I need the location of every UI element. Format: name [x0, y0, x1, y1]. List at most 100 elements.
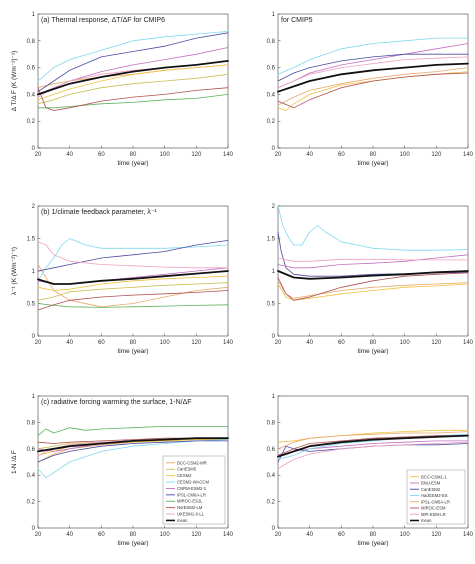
series-mean-line [277, 270, 469, 280]
x-tick-label: 140 [223, 340, 234, 346]
legend-entry: BNU-ESM [421, 481, 441, 486]
series-line [277, 231, 469, 277]
y-tick-label: 1.5 [27, 237, 36, 243]
x-tick-label: 140 [463, 152, 474, 158]
legend-entry: UKESM1-0-LL [177, 512, 205, 517]
x-tick-label: 80 [370, 152, 377, 158]
x-tick-label: 80 [130, 152, 137, 158]
x-axis-label: time (year) [117, 540, 148, 547]
series-line [277, 56, 469, 89]
legend-box [406, 469, 466, 525]
x-tick-label: 20 [275, 152, 282, 158]
x-tick-label: 40 [306, 340, 313, 346]
x-tick-label: 60 [338, 340, 345, 346]
x-tick-label: 20 [275, 532, 282, 538]
axes-frame [277, 205, 469, 337]
panel-title: (c) radiative forcing warming the surfac… [41, 399, 192, 406]
legend-entry: IPSL-CM5A-LR [421, 499, 450, 504]
y-tick-label: 0.5 [267, 302, 276, 308]
y-tick-label: 1.5 [267, 237, 276, 243]
y-tick-label: 1 [272, 12, 276, 18]
series-line [37, 275, 229, 291]
legend-entry: BCC-CSM2-MR [177, 460, 207, 465]
x-tick-label: 100 [400, 340, 411, 346]
series-line [277, 280, 469, 299]
x-tick-label: 80 [130, 532, 137, 538]
series-line [37, 238, 229, 282]
x-tick-label: 60 [338, 532, 345, 538]
y-tick-label: 0.8 [27, 420, 36, 426]
y-tick-label: 0.6 [27, 66, 36, 72]
series-mean-line [277, 62, 469, 93]
x-tick-label: 120 [191, 152, 202, 158]
y-tick-label: 1 [272, 394, 276, 400]
series-line [37, 440, 229, 463]
x-tick-label: 140 [223, 532, 234, 538]
series-line [277, 37, 469, 75]
series-mean-line [37, 437, 229, 453]
x-tick-label: 80 [130, 340, 137, 346]
legend-entry: NorESM2-LM [177, 505, 203, 510]
y-tick-label: 0 [32, 334, 36, 340]
x-tick-label: 120 [431, 532, 442, 538]
x-tick-label: 60 [98, 152, 105, 158]
x-tick-label: 120 [191, 340, 202, 346]
legend-entry: IPSL-CM6A-LR [177, 492, 206, 497]
legend-entry: HadGEM2-ES [421, 493, 448, 498]
series-mean-line [277, 434, 469, 458]
y-tick-label: 0.2 [267, 119, 276, 125]
x-tick-label: 60 [98, 340, 105, 346]
y-tick-label: 0.6 [267, 66, 276, 72]
legend-entry: CESM2 [177, 473, 192, 478]
panel-3-right: 20 40 60 80 100 120 140 0 0.2 0.4 0.6 0.8 1 time (yea… [267, 394, 474, 547]
y-tick-label: 0.4 [27, 92, 36, 98]
legend-entry: MPI-ESM-LR [421, 512, 446, 517]
x-tick-label: 80 [370, 532, 377, 538]
series-mean-line [37, 60, 229, 96]
y-axis-label: λ⁻¹ (K (Wm⁻²)⁻¹) [11, 247, 18, 295]
panel-1-right: 20 40 60 80 100 120 140 0 0.2 0.4 0.6 0.8 1 time (yea… [267, 12, 474, 167]
y-tick-label: 0 [272, 146, 276, 152]
x-tick-label: 60 [338, 152, 345, 158]
legend-entry: CanESM2 [421, 487, 441, 492]
series-line [277, 441, 469, 470]
y-tick-label: 0.2 [27, 500, 36, 506]
y-tick-label: 0.4 [27, 473, 36, 479]
series-line [37, 73, 229, 105]
series-line [277, 431, 469, 450]
y-tick-label: 0.2 [27, 119, 36, 125]
y-axis-label: Δ T/Δ F (K (Wm⁻²)⁻¹) [11, 51, 18, 112]
series-line [37, 267, 229, 285]
legend-entry: MIROC-ESM [421, 506, 446, 511]
series-line [37, 290, 229, 311]
panel-2-right: 20 40 60 80 100 120 140 0 0.5 1 1.5 2 time (year) [267, 204, 474, 355]
x-tick-label: 40 [66, 532, 73, 538]
series-line [37, 60, 229, 98]
x-tick-label: 100 [160, 340, 171, 346]
series-line [277, 205, 469, 251]
x-axis-label: time (year) [357, 160, 388, 167]
x-tick-label: 100 [160, 152, 171, 158]
series-line [37, 30, 229, 82]
series-line [277, 71, 469, 111]
series-line [277, 72, 469, 109]
x-tick-label: 100 [400, 152, 411, 158]
series-line [277, 435, 469, 456]
series-line [37, 94, 229, 109]
y-tick-label: 0.6 [267, 447, 276, 453]
y-tick-label: 1 [32, 269, 36, 275]
y-tick-label: 0 [32, 526, 36, 532]
y-tick-label: 0 [272, 526, 276, 532]
y-tick-label: 1 [272, 269, 276, 275]
y-tick-label: 0.4 [267, 92, 276, 98]
legend-entry: CanESM5 [177, 467, 197, 472]
x-axis-label: time (year) [117, 160, 148, 167]
panel-3-left: 20 40 60 80 100 120 140 0 0.2 0.4 0.6 0.8 1 time (yea… [11, 394, 234, 547]
y-tick-label: 0.2 [267, 500, 276, 506]
legend-entry: BCC-CSM1-1 [421, 474, 447, 479]
legend-entry: CESM2-WACCM [177, 480, 209, 485]
legend-entry: MIROC-ES2L [177, 499, 203, 504]
series-line [277, 67, 469, 106]
y-tick-label: 2 [272, 204, 276, 210]
